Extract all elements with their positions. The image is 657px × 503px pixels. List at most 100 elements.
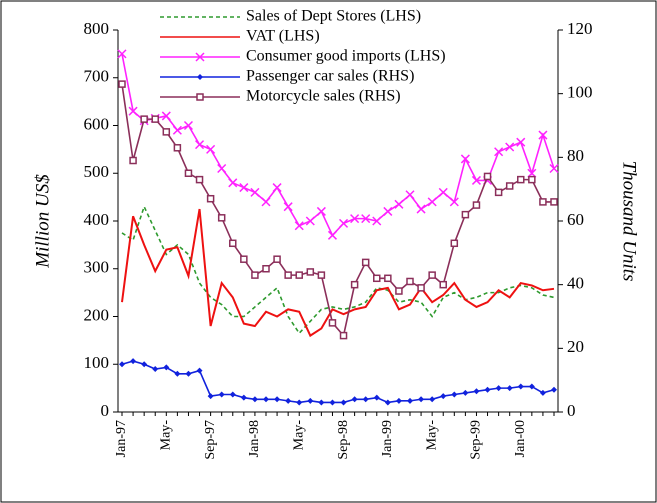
marker-x (327, 230, 337, 240)
marker-diamond (307, 397, 314, 404)
marker-diamond (506, 385, 513, 392)
marker-diamond (395, 397, 402, 404)
y2-tick-label: 40 (567, 274, 584, 293)
marker-diamond (384, 399, 391, 406)
series-line (121, 84, 554, 338)
marker-diamond (274, 396, 281, 403)
marker-x (261, 197, 271, 207)
marker-diamond (130, 358, 137, 365)
marker-diamond (196, 367, 203, 374)
marker-x (505, 142, 515, 152)
legend-label: Motorcycle sales (RHS) (246, 88, 401, 105)
marker-square (417, 284, 425, 292)
y-tick-label: 800 (84, 19, 110, 38)
marker-square (428, 271, 436, 279)
marker-square (439, 280, 447, 289)
marker-square (317, 271, 326, 279)
marker-x (283, 202, 293, 212)
x-tick-label: Jan-00 (513, 420, 528, 457)
marker-x (316, 206, 326, 216)
marker-x (494, 147, 504, 157)
marker-diamond (473, 388, 480, 395)
marker-diamond (551, 386, 557, 393)
marker-diamond (462, 389, 469, 396)
y-tick-label: 300 (84, 258, 110, 277)
marker-square (350, 280, 359, 289)
marker-x (228, 178, 238, 188)
marker-square (118, 80, 126, 88)
marker-x (383, 206, 393, 216)
marker-x (250, 187, 260, 197)
marker-square (184, 169, 193, 177)
marker-diamond (351, 396, 358, 403)
marker-square (384, 274, 392, 283)
marker-x (195, 140, 205, 150)
marker-x (239, 183, 249, 193)
marker-x (195, 52, 205, 62)
y-tick-label: 400 (84, 210, 110, 229)
marker-square (505, 182, 514, 190)
marker-x (538, 130, 548, 140)
marker-diamond (174, 370, 181, 377)
legend-label: Sales of Dept Stores (LHS) (246, 8, 421, 25)
marker-x (128, 106, 138, 116)
marker-diamond (318, 399, 325, 406)
marker-diamond (185, 370, 192, 377)
marker-x (339, 218, 349, 228)
marker-square (196, 93, 204, 101)
marker-x (161, 111, 171, 121)
x-tick-label: Jan-98 (247, 420, 262, 457)
marker-diamond (429, 396, 436, 403)
marker-square (217, 214, 226, 222)
marker-diamond (418, 396, 425, 403)
marker-square (450, 239, 459, 248)
marker-x (438, 187, 448, 197)
y-tick-label: 700 (84, 67, 110, 86)
y-tick-label: 200 (84, 305, 110, 324)
marker-square (550, 198, 558, 206)
marker-x (206, 144, 216, 154)
marker-x (372, 216, 382, 226)
marker-diamond (251, 396, 258, 403)
marker-square (472, 201, 481, 209)
marker-x (217, 163, 227, 174)
legend-label: Passenger car sales (RHS) (246, 68, 414, 85)
x-tick-label: May- (159, 420, 174, 451)
marker-square (173, 144, 182, 152)
series-line (121, 53, 555, 237)
marker-x (117, 49, 127, 59)
marker-square (539, 198, 547, 206)
marker-diamond (152, 366, 159, 373)
legend-label: VAT (LHS) (246, 28, 320, 45)
marker-square (295, 271, 303, 279)
marker-x (449, 197, 459, 207)
marker-diamond (495, 385, 502, 392)
marker-x (516, 137, 526, 147)
marker-square (494, 188, 503, 197)
marker-square (273, 255, 281, 263)
marker-x (416, 204, 426, 214)
y-tick-label: 0 (101, 401, 110, 420)
marker-diamond (296, 399, 303, 406)
marker-diamond (141, 361, 148, 368)
marker-diamond (207, 393, 214, 400)
y-axis-title: Million US$ (32, 174, 53, 269)
marker-square (262, 265, 270, 273)
marker-square (306, 268, 315, 276)
legend-label: Consumer good imports (LHS) (246, 48, 446, 65)
marker-square (395, 287, 403, 295)
marker-diamond (362, 396, 369, 403)
marker-x (305, 216, 315, 226)
marker-square (406, 277, 414, 286)
series-line (121, 208, 555, 338)
y-tick-label: 100 (84, 353, 110, 372)
marker-diamond (229, 391, 236, 398)
marker-diamond (285, 397, 292, 404)
marker-square (151, 115, 159, 123)
marker-diamond (539, 389, 546, 396)
marker-diamond (329, 399, 336, 406)
marker-x (460, 154, 470, 164)
marker-square (229, 239, 237, 248)
